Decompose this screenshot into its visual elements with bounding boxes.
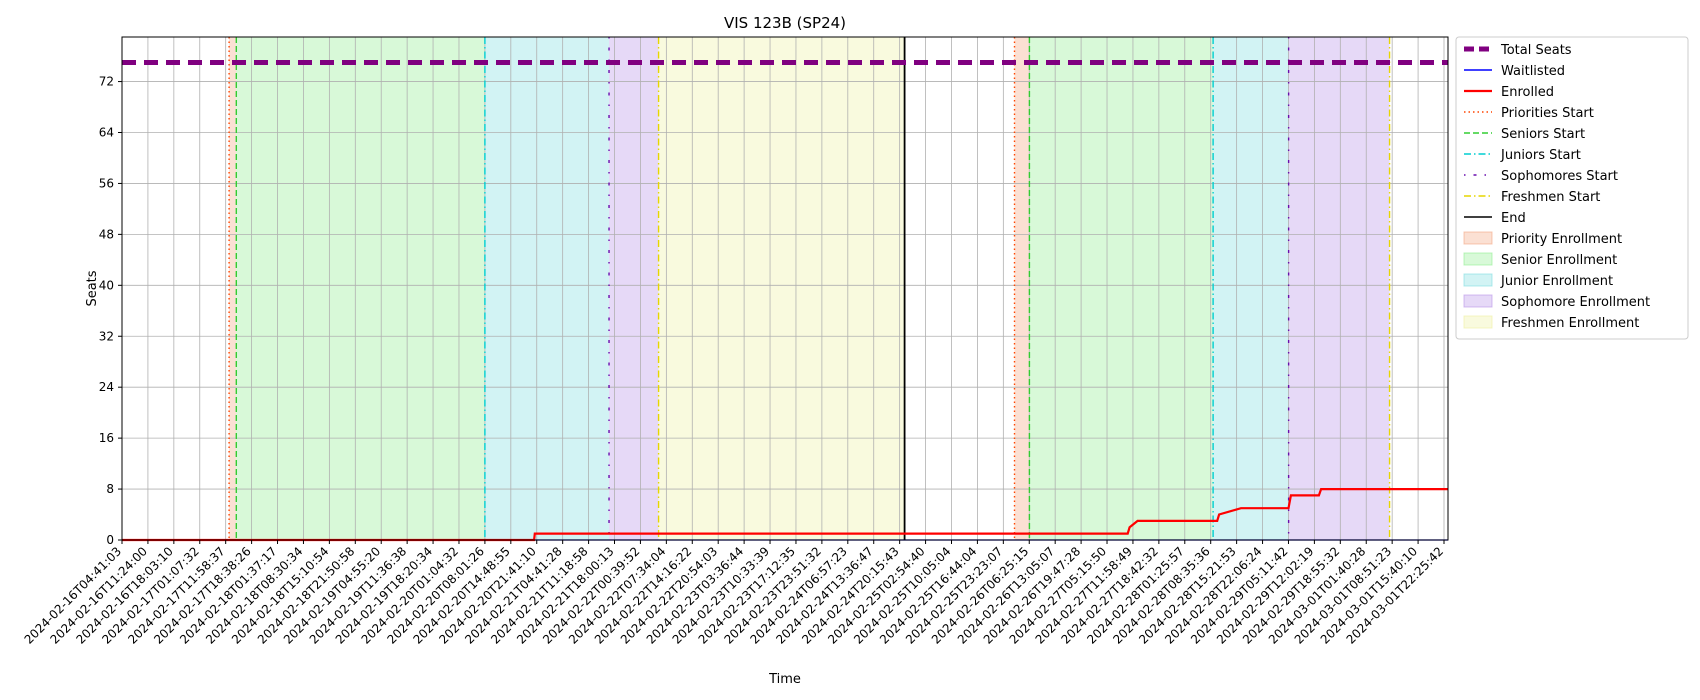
x-axis-title: Time: [768, 672, 801, 687]
region-priority-enrollment-2: [1014, 37, 1030, 540]
region-senior-enrollment-2: [1029, 37, 1214, 540]
y-tick-label: 48: [99, 227, 114, 241]
y-tick-label: 72: [99, 75, 114, 89]
y-tick-label: 40: [99, 278, 114, 292]
y-tick-label: 8: [106, 482, 114, 496]
legend-label-waitlisted: Waitlisted: [1501, 64, 1565, 79]
legend-label-sophomore-enrollment: Sophomore Enrollment: [1501, 295, 1650, 310]
region-sophomore-enrollment-1: [609, 37, 659, 540]
legend-label-priorities-start: Priorities Start: [1501, 106, 1594, 121]
legend-swatch-senior-enrollment: [1463, 252, 1493, 266]
legend-swatch-priority-enrollment: [1463, 231, 1493, 245]
y-tick-label: 24: [99, 380, 114, 394]
legend-label-enrolled: Enrolled: [1501, 85, 1554, 100]
series-enrolled: [122, 488, 1448, 542]
y-tick-label: 64: [99, 126, 114, 140]
y-tick-label: 16: [99, 431, 114, 445]
x-axis-ticks: 2024-02-16T04:41:032024-02-16T11:24:0020…: [22, 540, 1446, 647]
legend: Total Seats Waitlisted Enrolled Priorities …: [1455, 36, 1689, 340]
legend-label-freshmen-enrollment: Freshmen Enrollment: [1501, 316, 1639, 331]
y-axis-title: Seats: [85, 270, 100, 306]
legend-swatch-junior-enrollment: [1463, 273, 1493, 287]
enrollment-regions: [229, 37, 1390, 540]
legend-label-total-seats: Total Seats: [1500, 43, 1572, 58]
region-priority-enrollment-1: [229, 37, 237, 540]
legend-swatch-freshmen-enrollment: [1463, 315, 1493, 329]
y-tick-label: 56: [99, 176, 114, 190]
legend-label-end: End: [1501, 211, 1526, 226]
y-tick-label: 0: [106, 533, 114, 547]
grid-lines: [121, 37, 1448, 541]
legend-label-freshmen-start: Freshmen Start: [1501, 190, 1600, 205]
region-senior-enrollment-1: [236, 37, 485, 540]
y-axis-ticks: 0 8 16 24 32 40 48 56 64 72: [99, 75, 122, 547]
region-sophomore-enrollment-2: [1288, 37, 1390, 540]
y-tick-label: 32: [99, 329, 114, 343]
region-junior-enrollment-2: [1213, 37, 1289, 540]
legend-swatch-sophomore-enrollment: [1463, 294, 1493, 308]
phase-start-markers: [228, 37, 1391, 540]
legend-label-junior-enrollment: Junior Enrollment: [1500, 274, 1613, 289]
region-freshmen-enrollment-1: [658, 37, 905, 540]
legend-label-senior-enrollment: Senior Enrollment: [1501, 253, 1617, 268]
region-junior-enrollment-1: [484, 37, 610, 540]
legend-box: [1455, 36, 1689, 340]
legend-label-priority-enrollment: Priority Enrollment: [1501, 232, 1622, 247]
legend-label-sophomores-start: Sophomores Start: [1501, 169, 1618, 184]
plot-frame: [121, 36, 1449, 541]
legend-label-seniors-start: Seniors Start: [1501, 127, 1585, 142]
legend-label-juniors-start: Juniors Start: [1500, 148, 1581, 163]
chart-title: VIS 123B (SP24): [724, 14, 846, 32]
